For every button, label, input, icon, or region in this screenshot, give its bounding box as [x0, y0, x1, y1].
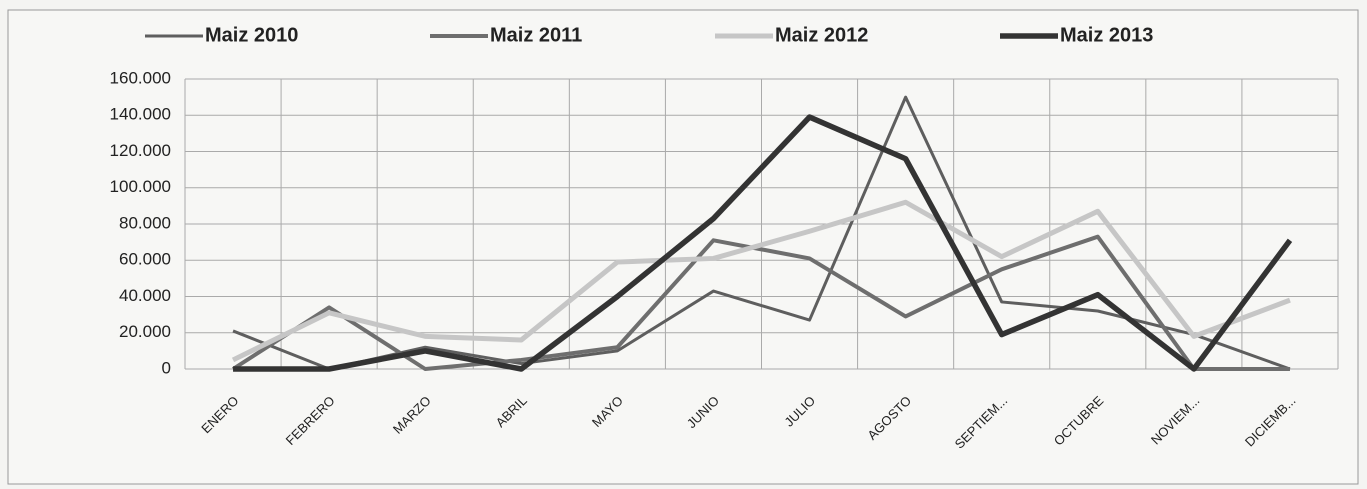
- series-line: [233, 114, 1293, 372]
- y-tick-label: 100.000: [110, 177, 171, 196]
- y-tick-label: 160.000: [110, 68, 171, 87]
- y-tick-label: 20.000: [119, 322, 171, 341]
- y-tick-label: 0: [162, 358, 171, 377]
- series-line: [231, 199, 1291, 363]
- legend-label: Maiz 2013: [1060, 24, 1153, 46]
- series-line: [232, 95, 1291, 371]
- chart-frame: [7, 9, 1359, 485]
- y-tick-label: 140.000: [110, 105, 171, 124]
- series-line: [231, 234, 1290, 371]
- y-tick-label: 120.000: [110, 141, 171, 160]
- y-tick-label: 80.000: [119, 213, 171, 232]
- legend-label: Maiz 2010: [205, 24, 298, 46]
- y-tick-label: 40.000: [119, 286, 171, 305]
- legend-label: Maiz 2011: [490, 24, 582, 46]
- y-tick-label: 60.000: [119, 250, 171, 269]
- legend-label: Maiz 2012: [775, 24, 868, 46]
